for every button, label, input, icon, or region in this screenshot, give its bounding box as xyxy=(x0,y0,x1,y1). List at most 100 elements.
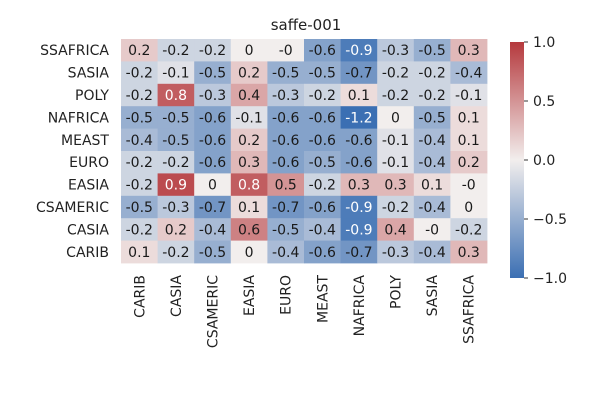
heatmap-cell xyxy=(413,240,451,264)
heatmap-cell xyxy=(450,83,488,107)
heatmap-cell xyxy=(304,240,341,264)
cell-value-label: -0.4 xyxy=(272,245,299,261)
heatmap-cell xyxy=(121,218,158,241)
cell-value-label: -0.9 xyxy=(345,222,372,238)
heatmap-cell xyxy=(230,195,268,219)
heatmap-cell xyxy=(450,218,488,241)
cell-value-label: 0.3 xyxy=(238,155,260,171)
y-tick-label: EURO xyxy=(69,155,109,171)
heatmap-cell xyxy=(377,218,415,241)
cell-value-label: 0.3 xyxy=(458,245,480,261)
heatmap-cell xyxy=(230,240,268,264)
heatmap-cell xyxy=(304,128,341,152)
heatmap-cell xyxy=(194,240,232,264)
y-tick-label: EASIA xyxy=(68,178,109,194)
y-tick-label: CSAMERIC xyxy=(36,200,109,216)
cell-value-label: -0.5 xyxy=(272,66,299,82)
cell-value-label: -0.4 xyxy=(126,133,153,149)
cell-value-label: -0.6 xyxy=(272,110,299,126)
cell-value-label: -0.2 xyxy=(418,88,445,104)
cell-value-label: 0.1 xyxy=(458,133,480,149)
heatmap-cell xyxy=(157,106,195,129)
cell-value-label: 0.3 xyxy=(384,178,406,194)
heatmap-cell xyxy=(450,39,488,62)
heatmap-cell xyxy=(230,106,268,129)
cell-value-label: -0.9 xyxy=(345,43,372,59)
heatmap-cell xyxy=(304,61,341,85)
heatmap-cell xyxy=(413,39,451,62)
heatmap-cell xyxy=(157,151,195,174)
cell-value-label: 0.3 xyxy=(458,43,480,59)
heatmap-cell xyxy=(157,83,195,107)
heatmap-cell xyxy=(450,173,488,197)
heatmap-cell xyxy=(413,195,451,219)
heatmap-cell xyxy=(121,83,158,107)
colorbar-tick-label: 0.0 xyxy=(533,153,555,169)
cell-value-label: -0.4 xyxy=(418,133,445,149)
heatmap-cell xyxy=(267,128,305,152)
cell-value-label: -0.3 xyxy=(382,43,409,59)
cell-value-label: -0.6 xyxy=(345,155,372,171)
cell-value-label: -0.2 xyxy=(126,155,153,171)
heatmap-cell xyxy=(340,151,378,174)
heatmap-cell xyxy=(230,128,268,152)
cell-value-label: -0.6 xyxy=(345,133,372,149)
cell-value-label: 0.3 xyxy=(348,178,370,194)
heatmap-cell xyxy=(304,39,341,62)
heatmap-cell xyxy=(413,151,451,174)
cell-value-label: 0.1 xyxy=(238,200,260,216)
heatmap-cell xyxy=(194,195,232,219)
cell-value-label: 0.9 xyxy=(165,178,187,194)
heatmap-cell xyxy=(230,39,268,62)
colorbar-ticks: 1.0 0.5 0.0 −0.5 −1.0 xyxy=(524,35,567,287)
cell-value-label: 0.2 xyxy=(165,222,187,238)
cell-value-label: -0.7 xyxy=(345,245,372,261)
cell-value-label: -0.2 xyxy=(382,66,409,82)
cell-value-label: -0 xyxy=(425,222,439,238)
cell-value-label: -0.6 xyxy=(199,110,226,126)
heatmap-cell xyxy=(377,106,415,129)
heatmap-cell xyxy=(413,218,451,241)
cell-value-label: -0.3 xyxy=(272,88,299,104)
cell-value-label: -0.1 xyxy=(382,133,409,149)
cell-value-label: 0 xyxy=(245,245,254,261)
heatmap-cell xyxy=(450,128,488,152)
cell-value-label: 0.8 xyxy=(238,178,260,194)
heatmap-cell xyxy=(121,195,158,219)
heatmap-cell xyxy=(304,151,341,174)
heatmap-cell xyxy=(304,83,341,107)
cell-value-label: 0.1 xyxy=(458,110,480,126)
cell-value-label: -0.6 xyxy=(309,200,336,216)
cell-value-label: -0.5 xyxy=(309,66,336,82)
cell-value-label: -0.6 xyxy=(199,155,226,171)
y-tick-label: CARIB xyxy=(66,245,109,261)
cell-value-label: -1.2 xyxy=(345,110,372,126)
x-tick-label: CASIA xyxy=(169,275,185,317)
heatmap-cell xyxy=(121,39,158,62)
cell-value-label: -0.7 xyxy=(199,200,226,216)
cell-value-label: -0.2 xyxy=(382,200,409,216)
cell-value-label: -0.6 xyxy=(309,43,336,59)
colorbar-tick-label: 1.0 xyxy=(533,35,555,51)
x-tick-label: POLY xyxy=(389,275,405,309)
cell-value-label: -0.2 xyxy=(126,88,153,104)
cell-value-label: 0.5 xyxy=(275,178,297,194)
cell-value-label: -0.4 xyxy=(418,155,445,171)
cell-value-label: 0.4 xyxy=(384,222,406,238)
heatmap-cell xyxy=(340,61,378,85)
colorbar-tick-label: −0.5 xyxy=(533,212,567,228)
heatmap-cell xyxy=(194,83,232,107)
heatmap-cell xyxy=(377,195,415,219)
heatmap-cell xyxy=(230,218,268,241)
cell-value-label: -0.4 xyxy=(418,200,445,216)
cell-value-label: -0.2 xyxy=(382,88,409,104)
y-tick-label: POLY xyxy=(75,88,109,104)
heatmap-cell xyxy=(450,151,488,174)
y-tick-label: SASIA xyxy=(68,66,110,82)
cell-value-label: -0.6 xyxy=(272,155,299,171)
cell-value-label: -0.2 xyxy=(455,222,482,238)
heatmap-cell xyxy=(194,173,232,197)
colorbar xyxy=(510,42,524,278)
heatmap-cell xyxy=(340,106,378,129)
cell-value-label: -0.2 xyxy=(126,66,153,82)
